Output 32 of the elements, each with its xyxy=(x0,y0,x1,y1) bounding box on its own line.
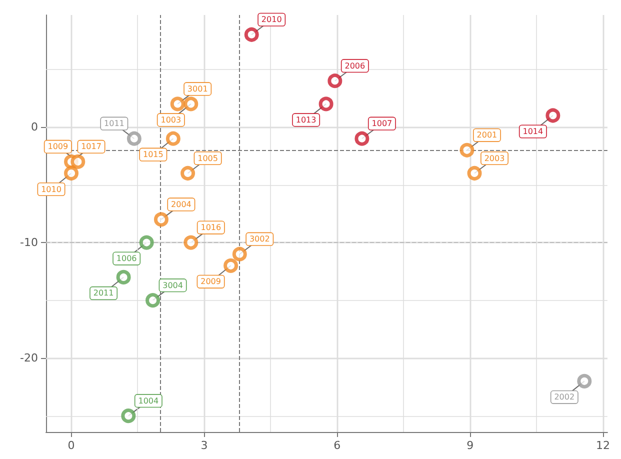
annotation: 2011 xyxy=(93,288,114,298)
y-tick-label: -10 xyxy=(20,236,38,250)
x-tick-label: 9 xyxy=(466,439,474,452)
annotation: 2002 xyxy=(554,392,575,402)
x-tick-label: 0 xyxy=(68,439,75,452)
y-tick-label: -20 xyxy=(20,352,38,365)
annotation: 1009 xyxy=(48,142,68,152)
annotation: 1003 xyxy=(160,115,182,124)
annotation: 1006 xyxy=(116,254,137,264)
annotation: 2004 xyxy=(171,200,192,209)
annotation: 2003 xyxy=(484,154,505,163)
annotation: 1015 xyxy=(142,150,164,160)
annotation: 3001 xyxy=(187,84,208,94)
y-tick-label: 0 xyxy=(31,120,38,134)
x-tick-label: 3 xyxy=(200,439,208,452)
annotation: 1017 xyxy=(81,142,102,152)
annotation: 1014 xyxy=(522,126,544,136)
annotation: 2001 xyxy=(476,130,498,140)
annotation: 2006 xyxy=(344,61,366,70)
annotation: 3004 xyxy=(162,280,183,290)
annotation: 1005 xyxy=(198,154,218,163)
annotation: 1013 xyxy=(296,115,316,124)
annotation: 1007 xyxy=(372,119,392,128)
annotation: 1004 xyxy=(138,396,159,406)
x-tick-label: 6 xyxy=(334,439,341,452)
x-tick-label: 12 xyxy=(596,439,610,452)
annotation: 1016 xyxy=(200,223,222,232)
annotation: 1010 xyxy=(41,184,62,194)
annotation: 1011 xyxy=(104,119,124,128)
annotation: 2010 xyxy=(261,15,282,24)
annotation: 3002 xyxy=(249,234,270,244)
annotation: 2009 xyxy=(200,277,221,286)
